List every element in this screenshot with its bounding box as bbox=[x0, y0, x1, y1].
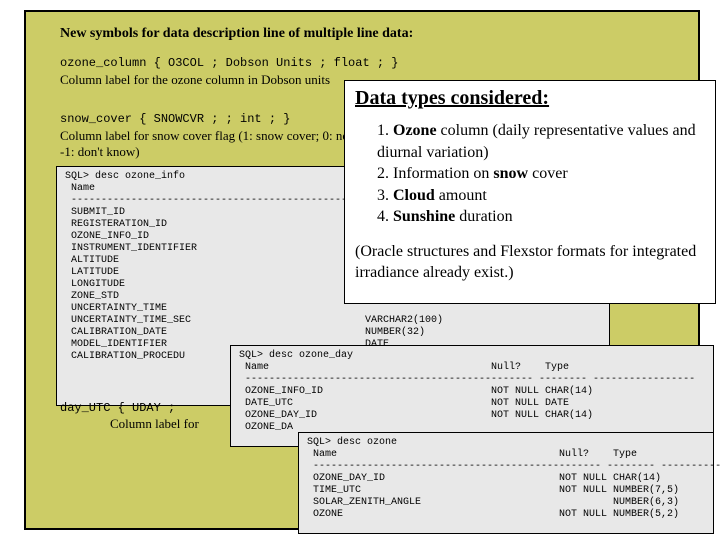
day-code: day_UTC { UDAY ; bbox=[60, 401, 175, 415]
overlay-list-item: 2. Information on snow cover bbox=[377, 163, 705, 185]
sql-ozone: SQL> desc ozone Name Null? Type --------… bbox=[298, 432, 714, 534]
snow-code: snow_cover { SNOWCVR ; ; int ; } bbox=[60, 112, 290, 126]
overlay-panel: Data types considered: 1. Ozone column (… bbox=[344, 80, 716, 304]
overlay-list-item: 1. Ozone column (daily representative va… bbox=[377, 120, 705, 163]
overlay-list-item: 4. Sunshine duration bbox=[377, 206, 705, 228]
ozone-caption: Column label for the ozone column in Dob… bbox=[60, 72, 330, 88]
overlay-title: Data types considered: bbox=[355, 87, 705, 110]
day-caption: Column label for bbox=[110, 416, 199, 432]
slide-title: New symbols for data description line of… bbox=[60, 26, 413, 42]
overlay-list-item: 3. Cloud amount bbox=[377, 185, 705, 207]
ozone-code: ozone_column { O3COL ; Dobson Units ; fl… bbox=[60, 56, 398, 72]
overlay-list: 1. Ozone column (daily representative va… bbox=[355, 120, 705, 228]
overlay-paragraph: (Oracle structures and Flexstor formats … bbox=[355, 242, 705, 284]
